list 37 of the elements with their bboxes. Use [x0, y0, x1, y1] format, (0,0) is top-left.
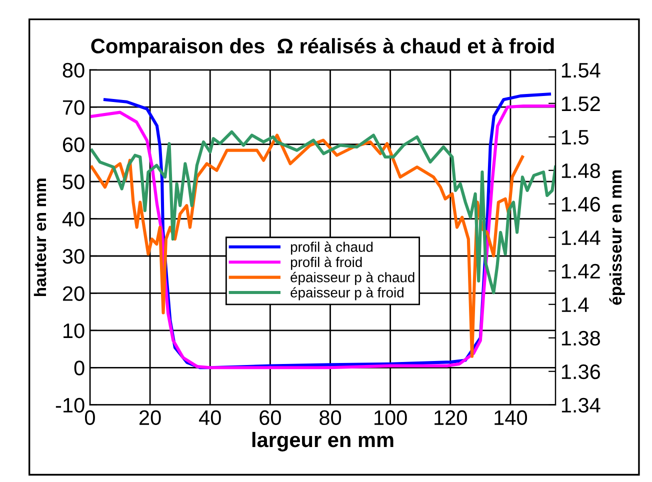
- chart-title: Comparaison des Ω réalisés à chaud et à froid: [91, 38, 554, 58]
- y-tick-label: 50: [62, 174, 84, 190]
- legend-label: épaisseur p à chaud: [290, 272, 414, 286]
- x-tick-label: 80: [320, 410, 342, 426]
- x-tick-label: 120: [434, 410, 467, 426]
- y2-tick-label: 1.54: [562, 63, 600, 78]
- x-tick-label: 60: [260, 410, 281, 426]
- y-tick-label: 60: [63, 137, 84, 152]
- y-tick-label: 10: [64, 323, 84, 338]
- y2-tick-label: 1.52: [562, 96, 600, 112]
- y-axis-title: hauteur en mm: [34, 178, 46, 296]
- y2-tick-label: 1.48: [562, 163, 600, 178]
- x-tick-label: 100: [374, 410, 407, 426]
- legend-label: épaisseur p à froid: [290, 287, 404, 300]
- x-tick-label: 40: [199, 410, 221, 426]
- y-tick-label: 80: [62, 62, 84, 78]
- y-tick-label: 40: [62, 212, 84, 227]
- y-tick-label: 0: [74, 360, 84, 376]
- legend-label: profil à chaud: [290, 242, 373, 255]
- y-tick-label: 30: [62, 248, 84, 264]
- y-tick-label: -10: [56, 398, 84, 413]
- y2-tick-label: 1.36: [562, 364, 600, 380]
- y2-axis-title: épaisseur en mm: [609, 170, 625, 305]
- legend-label: profil à froid: [290, 256, 362, 270]
- x-tick-label: 20: [140, 410, 161, 426]
- y-tick-label: 20: [62, 286, 84, 301]
- y2-tick-label: 1.38: [562, 330, 600, 346]
- y2-tick-label: 1.46: [562, 196, 600, 212]
- y2-tick-label: 1.42: [562, 264, 600, 278]
- y2-tick-label: 1.34: [562, 398, 600, 413]
- y2-tick-label: 1.5: [562, 130, 588, 145]
- y-tick-label: 70: [63, 100, 84, 115]
- x-tick-label: 140: [494, 410, 528, 426]
- y2-tick-label: 1.4: [562, 298, 589, 312]
- x-tick-label: 0: [84, 410, 95, 426]
- y2-tick-label: 1.44: [562, 230, 600, 245]
- x-axis-title: largeur en mm: [252, 432, 394, 452]
